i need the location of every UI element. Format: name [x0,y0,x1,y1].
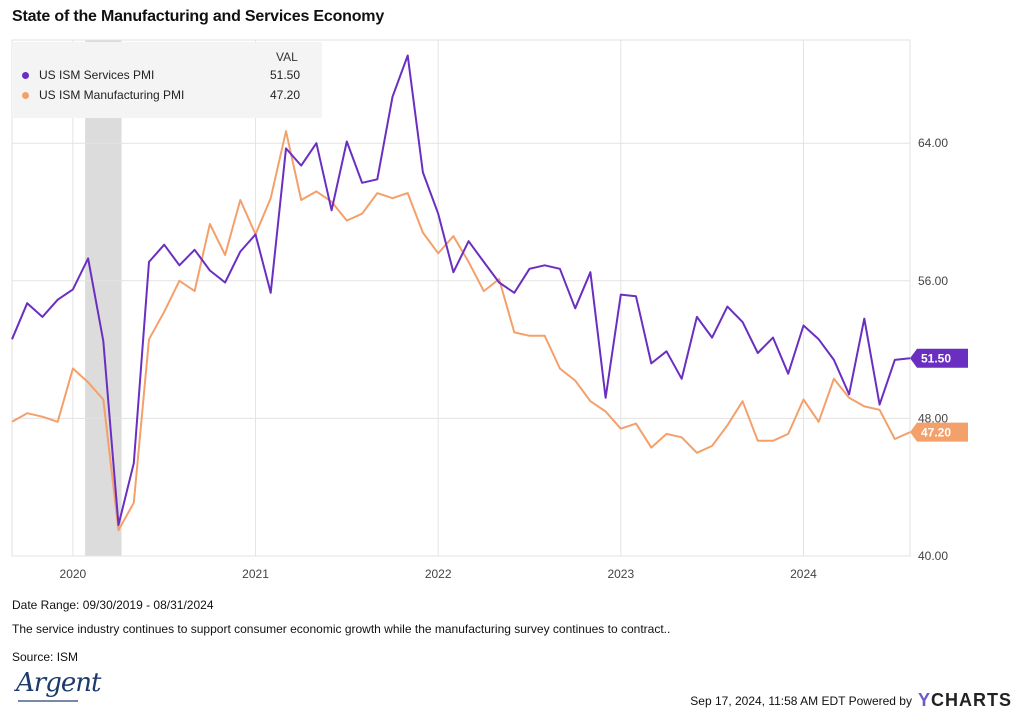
recession-band-layer [85,40,122,556]
chart-title: State of the Manufacturing and Services … [12,8,385,25]
source-note: Source: ISM [12,650,79,664]
end-label-layer: 51.50 47.20 [910,348,968,442]
x-tick-label: 2021 [242,567,269,581]
argent-logo: Argent [16,668,101,698]
legend-item-services[interactable]: US ISM Services PMI [22,68,154,82]
legend-header: VAL [276,50,298,64]
ycharts-y: Y [917,690,931,710]
series-line-services [11,54,911,526]
x-tick-label: 2020 [60,567,87,581]
legend-value-manufacturing: 47.20 [270,88,301,102]
legend-label-services: US ISM Services PMI [39,68,155,82]
series-line-manufacturing [11,130,911,532]
x-tick-label: 2023 [607,567,634,581]
ycharts-logo[interactable]: YCHARTS [918,690,1012,711]
chart-description: The service industry continues to suppor… [12,622,671,636]
y-tick-label: 56.00 [918,274,948,288]
end-label-manufacturing: 47.20 [921,426,951,440]
legend-value-services: 51.50 [270,68,301,82]
axis-layer: 40.00 48.00 56.00 64.00 2020 2021 2022 2023 2024 [60,136,949,581]
services-dot-icon [22,71,29,79]
x-tick-label: 2022 [425,567,452,581]
series-layer [11,54,911,532]
attribution: Sep 17, 2024, 11:58 AM EDT Powered by YC… [690,690,1012,711]
y-tick-label: 64.00 [918,136,948,150]
manufacturing-dot-icon [22,91,29,99]
recession-band [85,40,122,556]
end-label-badge-services [910,348,968,368]
end-label-badge-manufacturing [910,422,968,442]
y-tick-label: 48.00 [918,411,948,425]
y-tick-label: 40.00 [918,549,948,563]
end-label-services: 51.50 [921,352,951,366]
ycharts-wordmark: CHARTS [931,690,1012,710]
timestamp: Sep 17, 2024, 11:58 AM EDT Powered by [690,693,912,708]
legend [12,42,322,118]
date-range: Date Range: 09/30/2019 - 08/31/2024 [12,598,214,612]
logo-underline [18,700,78,702]
legend-label-manufacturing: US ISM Manufacturing PMI [39,88,185,102]
legend-item-manufacturing[interactable]: US ISM Manufacturing PMI [22,88,184,102]
x-tick-label: 2024 [790,567,817,581]
